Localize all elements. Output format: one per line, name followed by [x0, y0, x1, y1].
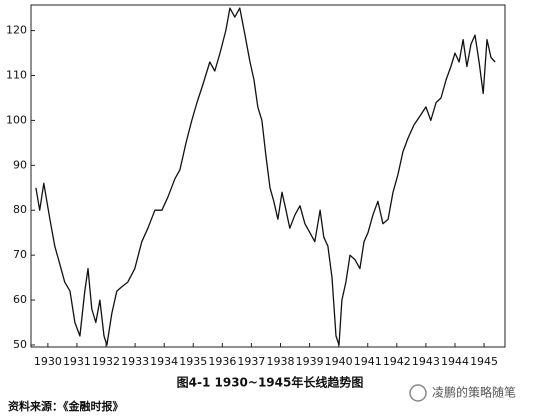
- x-tick-label: 1933: [121, 355, 149, 368]
- x-tick-label: 1930: [34, 355, 62, 368]
- x-tick-label: 1934: [150, 355, 178, 368]
- x-tick-label: 1937: [237, 355, 265, 368]
- y-tick-label: 110: [6, 69, 27, 82]
- x-tick-label: 1940: [325, 355, 353, 368]
- watermark: 凌鹏的策略随笔: [432, 385, 516, 400]
- y-tick-label: 50: [13, 338, 27, 351]
- x-tick-label: 1943: [412, 355, 440, 368]
- x-tick-label: 1939: [296, 355, 324, 368]
- caption: 图4-1 1930~1945年长线趋势图: [177, 375, 364, 390]
- x-tick-label: 1931: [63, 355, 91, 368]
- x-tick-label: 1945: [470, 355, 498, 368]
- x-tick-label: 1938: [267, 355, 295, 368]
- x-tick-label: 1941: [354, 355, 382, 368]
- x-tick-label: 1944: [441, 355, 469, 368]
- x-tick-label: 1932: [92, 355, 120, 368]
- y-tick-label: 120: [6, 24, 27, 37]
- source: 资料来源：《金融时报》: [8, 399, 124, 413]
- x-tick-label: 1935: [179, 355, 207, 368]
- y-tick-label: 70: [13, 248, 27, 261]
- watermark-icon: [409, 384, 427, 402]
- y-tick-label: 80: [13, 203, 27, 216]
- x-tick-label: 1936: [208, 355, 236, 368]
- y-tick-label: 90: [13, 158, 27, 171]
- plot-frame: [30, 4, 506, 348]
- x-tick-label: 1942: [383, 355, 411, 368]
- y-tick-label: 100: [6, 113, 27, 126]
- price-line: [35, 7, 496, 346]
- y-tick-label: 60: [13, 293, 27, 306]
